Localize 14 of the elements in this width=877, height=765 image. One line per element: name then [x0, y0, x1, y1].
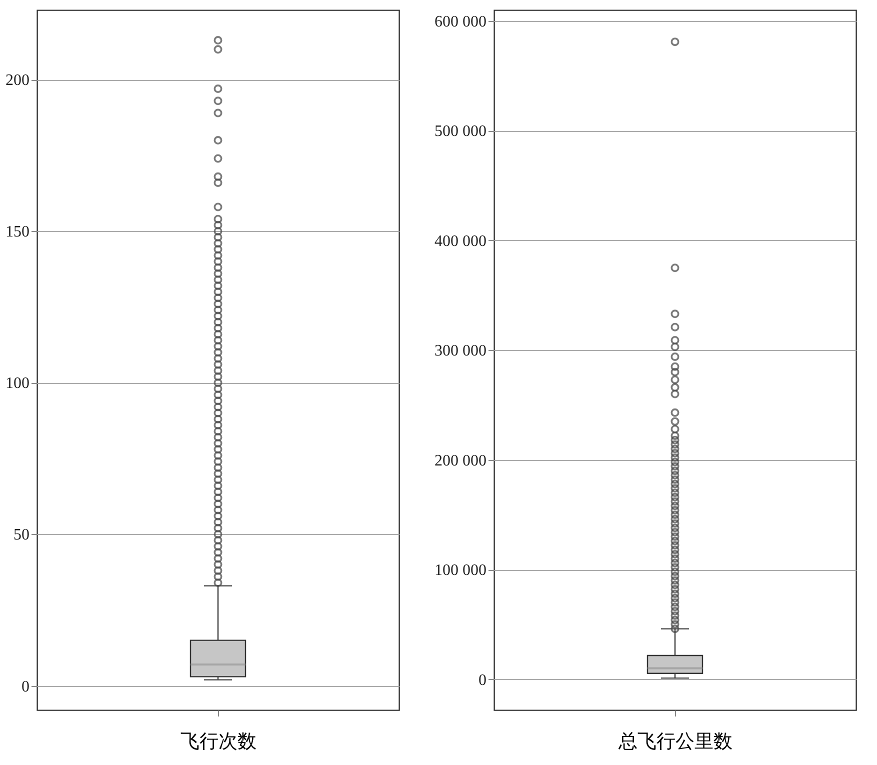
y-tick-label: 600 000	[434, 13, 486, 30]
y-tick-label: 400 000	[434, 232, 486, 250]
y-tick-label: 500 000	[434, 123, 486, 140]
y-tick-label: 300 000	[434, 342, 486, 360]
y-tick-label: 100 000	[434, 562, 486, 580]
y-tick-label: 200 000	[434, 452, 486, 470]
x-axis-title: 总飞行公里数	[618, 732, 732, 752]
y-tick-label: 0	[478, 672, 486, 689]
y-tick-label: 150	[6, 224, 30, 241]
y-tick-label: 200	[6, 72, 30, 90]
y-tick-label: 50	[14, 526, 30, 544]
y-tick-label: 0	[22, 678, 30, 696]
x-axis-title: 飞行次数	[180, 732, 256, 752]
y-tick-label: 100	[6, 375, 30, 392]
